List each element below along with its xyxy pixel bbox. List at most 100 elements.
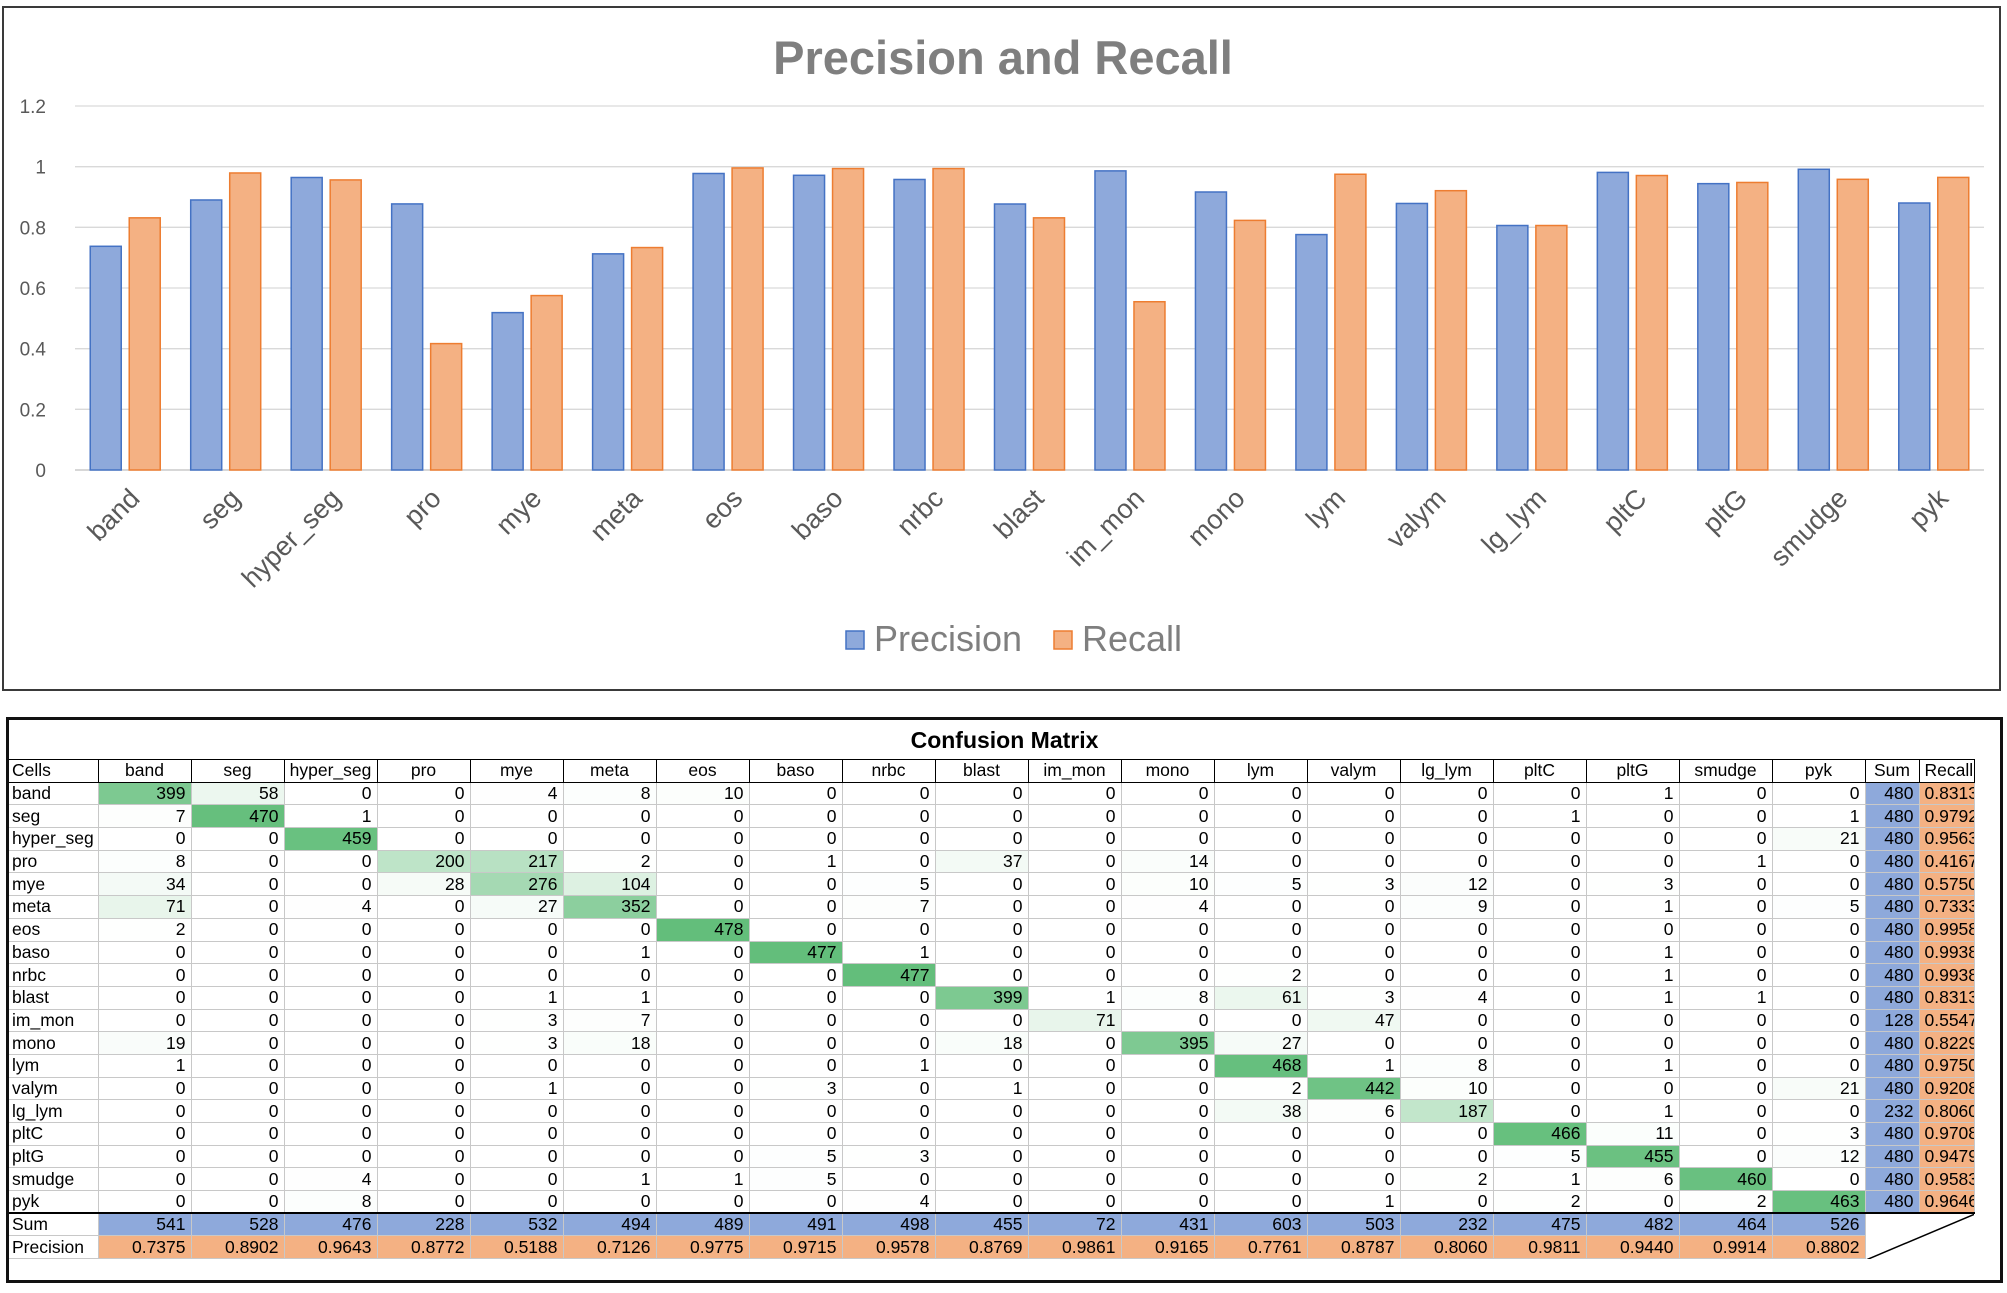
matrix-cell: 1 — [655, 1167, 750, 1192]
matrix-cell: 0 — [283, 985, 378, 1010]
matrix-cell: 0 — [190, 1190, 285, 1214]
matrix-col-header: eos — [655, 759, 750, 783]
matrix-cell: 0 — [283, 1008, 378, 1033]
x-tick-label: mono — [1182, 483, 1251, 552]
matrix-cell: 0 — [1585, 849, 1680, 874]
matrix-col-header: mye — [469, 759, 564, 783]
matrix-cell: 0 — [190, 849, 285, 874]
recall-cell: 0.9208 — [1918, 1076, 1975, 1101]
matrix-corner-label: Cells — [9, 759, 99, 783]
matrix-cell: 0 — [190, 940, 285, 965]
matrix-cell: 11 — [1585, 1122, 1680, 1146]
matrix-cell: 0 — [1027, 940, 1122, 965]
matrix-cell: 0 — [469, 1099, 564, 1123]
matrix-cell: 0 — [283, 781, 378, 806]
matrix-cell: 0 — [1120, 940, 1215, 965]
matrix-row-header: pyk — [9, 1190, 99, 1214]
precision-cell: 0.9643 — [283, 1235, 378, 1260]
matrix-cell: 0 — [841, 827, 936, 851]
matrix-cell: 0 — [655, 849, 750, 874]
y-tick-label: 1.2 — [20, 97, 46, 118]
bar-recall-nrbc — [932, 167, 965, 471]
x-tick-label: lg_lym — [1476, 483, 1552, 559]
row-sum-cell: 480 — [1864, 1053, 1920, 1078]
matrix-cell: 0 — [190, 827, 285, 851]
matrix-cell: 0 — [1120, 963, 1215, 987]
row-sum-cell: 480 — [1864, 849, 1920, 874]
matrix-cell: 37 — [934, 849, 1029, 874]
col-sum-cell: 475 — [1492, 1212, 1587, 1237]
matrix-cell: 0 — [1585, 1031, 1680, 1055]
matrix-cell: 104 — [562, 872, 657, 897]
bar-precision-mono — [1194, 191, 1228, 471]
matrix-cell: 5 — [1213, 872, 1308, 897]
matrix-cell: 0 — [655, 804, 750, 829]
bar-precision-blast — [993, 203, 1027, 471]
matrix-cell: 0 — [469, 1167, 564, 1192]
matrix-cell: 0 — [190, 1122, 285, 1146]
matrix-cell: 0 — [1399, 917, 1494, 942]
matrix-cell: 1 — [1306, 1053, 1401, 1078]
bar-recall-meta — [630, 246, 664, 471]
chart-title: Precision and Recall — [773, 31, 1233, 84]
matrix-cell: 0 — [1771, 1031, 1866, 1055]
matrix-cell: 0 — [655, 1122, 750, 1146]
bar-precision-baso — [792, 174, 826, 471]
matrix-cell: 0 — [1213, 781, 1308, 806]
matrix-cell: 0 — [1678, 1031, 1773, 1055]
matrix-cell: 0 — [1306, 895, 1401, 919]
matrix-cell: 14 — [1120, 849, 1215, 874]
bar-recall-band — [128, 217, 161, 471]
matrix-cell: 0 — [1120, 1008, 1215, 1033]
matrix-cell: 463 — [1771, 1190, 1866, 1214]
matrix-col-header: hyper_seg — [283, 759, 378, 783]
matrix-row: blast 0 0 0 0 1 1 0 0 0 399 1 8 61 3 4 0 1 1 0 480 0.8313 — [9, 985, 1975, 1010]
matrix-cell: 19 — [97, 1031, 192, 1055]
recall-cell: 0.9583 — [1918, 1167, 1975, 1192]
matrix-col-header: lym — [1213, 759, 1308, 783]
matrix-cell: 0 — [1678, 963, 1773, 987]
matrix-col-header: pltG — [1585, 759, 1680, 783]
matrix-cell: 0 — [562, 917, 657, 942]
precision-cell: 0.9715 — [748, 1235, 843, 1260]
matrix-cell: 0 — [841, 917, 936, 942]
matrix-cell: 0 — [655, 827, 750, 851]
matrix-cell: 0 — [1678, 1008, 1773, 1033]
row-sum-cell: 480 — [1864, 1122, 1920, 1146]
matrix-cell: 0 — [376, 963, 471, 987]
bar-precision-smudge — [1797, 168, 1831, 471]
matrix-col-header: seg — [190, 759, 285, 783]
matrix-cell: 0 — [97, 827, 192, 851]
col-sum-cell: 489 — [655, 1212, 750, 1237]
matrix-cell: 0 — [1399, 849, 1494, 874]
bar-precision-pyk — [1898, 202, 1931, 471]
x-tick-label: lym — [1300, 483, 1351, 534]
matrix-cell: 0 — [841, 1167, 936, 1192]
matrix-cell: 0 — [748, 1031, 843, 1055]
matrix-cell: 2 — [1213, 963, 1308, 987]
matrix-cell: 0 — [1492, 1053, 1587, 1078]
matrix-cell: 0 — [469, 963, 564, 987]
matrix-cell: 0 — [1771, 1167, 1866, 1192]
bar-precision-meta — [591, 253, 625, 471]
row-sum-cell: 480 — [1864, 781, 1920, 806]
precision-cell: 0.8902 — [190, 1235, 285, 1260]
matrix-cell: 0 — [1213, 1167, 1308, 1192]
matrix-cell: 3 — [841, 1144, 936, 1169]
matrix-cell: 0 — [376, 917, 471, 942]
matrix-cell: 1 — [1771, 804, 1866, 829]
matrix-cell: 0 — [934, 1099, 1029, 1123]
matrix-cell: 0 — [190, 917, 285, 942]
bar-precision-hyper_seg — [290, 176, 323, 471]
matrix-cell: 0 — [1027, 1144, 1122, 1169]
col-sum-cell: 498 — [841, 1212, 936, 1237]
matrix-cell: 352 — [562, 895, 657, 919]
matrix-cell: 399 — [934, 985, 1029, 1010]
precision-cell: 0.9775 — [655, 1235, 750, 1260]
matrix-row-header: baso — [9, 940, 99, 965]
matrix-sum-header: Sum — [1864, 759, 1920, 783]
matrix-cell: 0 — [562, 1099, 657, 1123]
bar-precision-seg — [189, 199, 223, 471]
matrix-row-header: pltC — [9, 1122, 99, 1146]
precision-cell: 0.7126 — [562, 1235, 657, 1260]
